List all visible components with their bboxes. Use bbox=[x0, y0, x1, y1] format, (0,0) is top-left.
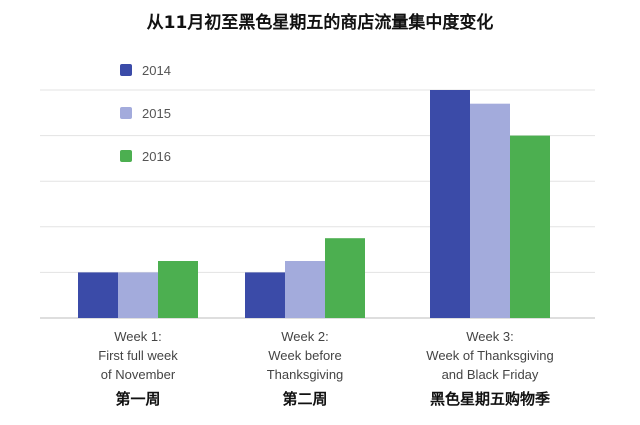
bar-2016-week-1 bbox=[158, 261, 198, 318]
category-cn-label: 黑色星期五购物季 bbox=[430, 390, 550, 408]
legend-swatch-2016 bbox=[120, 150, 132, 162]
tick-label: Week 3: bbox=[466, 329, 513, 344]
legend-swatch-2015 bbox=[120, 107, 132, 119]
tick-label: Thanksgiving bbox=[267, 367, 344, 382]
tick-label: and Black Friday bbox=[442, 367, 539, 382]
category-cn-label: 第二周 bbox=[282, 390, 327, 408]
legend-swatch-2014 bbox=[120, 64, 132, 76]
chart-title: 从11月初至黑色星期五的商店流量集中度变化 bbox=[146, 13, 494, 33]
tick-label: Week before bbox=[268, 348, 341, 363]
tick-label: Week 2: bbox=[281, 329, 328, 344]
tick-label: Week 1: bbox=[114, 329, 161, 344]
bar-2015-week-1 bbox=[118, 272, 158, 318]
bar-2016-week-3 bbox=[510, 135, 550, 318]
legend-label-2014: 2014 bbox=[142, 63, 171, 78]
tick-label: First full week bbox=[98, 348, 178, 363]
bar-2014-week-2 bbox=[245, 272, 285, 318]
legend-label-2015: 2015 bbox=[142, 106, 171, 121]
legend-label-2016: 2016 bbox=[142, 149, 171, 164]
tick-label: Week of Thanksgiving bbox=[426, 348, 553, 363]
tick-label: of November bbox=[101, 367, 176, 382]
bar-2014-week-1 bbox=[78, 272, 118, 318]
bar-2015-week-3 bbox=[470, 103, 510, 319]
legend: 2014 2015 2016 bbox=[120, 63, 171, 164]
category-cn-label: 第一周 bbox=[115, 390, 160, 408]
category-labels: Week 1: First full week of November 第一周 Week… bbox=[98, 329, 553, 408]
bar-2016-week-2 bbox=[325, 238, 365, 318]
bar-2015-week-2 bbox=[285, 261, 325, 318]
bar-2014-week-3 bbox=[430, 90, 470, 318]
bars bbox=[78, 90, 550, 319]
